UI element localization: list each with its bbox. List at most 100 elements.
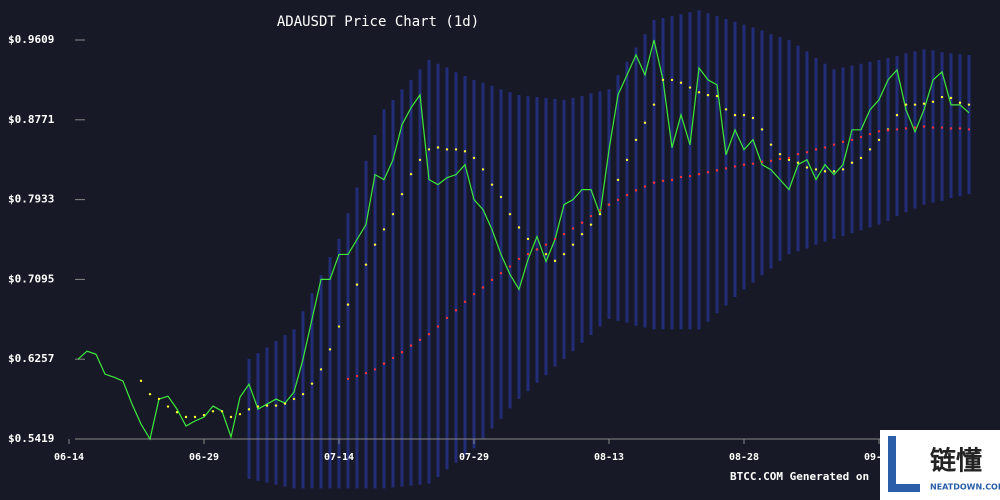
ma-dot <box>895 128 899 131</box>
ma-dot <box>445 316 449 320</box>
ma-dot <box>427 148 431 151</box>
ma-dot <box>499 195 503 199</box>
ma-dot <box>139 379 143 383</box>
ma-dot <box>346 303 350 306</box>
ma-dot <box>463 150 467 153</box>
ma-dot <box>382 228 386 231</box>
x-tick-label: 08-13 <box>594 452 624 463</box>
ma-dot <box>355 283 359 286</box>
y-tick-label: $0.8771 <box>8 113 55 126</box>
ma-dot <box>427 332 431 336</box>
ma-dot <box>256 405 260 408</box>
ma-dot <box>508 265 512 268</box>
chart-title: ADAUSDT Price Chart (1d) <box>277 14 479 30</box>
ma-dot <box>580 221 584 224</box>
ma-dot <box>877 138 881 142</box>
watermark-subtext: NEATDOWN.COM <box>930 483 1000 492</box>
ma-dot <box>247 408 251 411</box>
ma-dot <box>913 126 917 129</box>
ma-dot <box>571 227 575 230</box>
ma-dot <box>625 158 629 162</box>
ma-dot <box>796 161 800 164</box>
ma-dot <box>346 377 350 381</box>
ma-dot <box>607 203 611 206</box>
ma-dot <box>508 212 512 216</box>
price-line <box>77 39 970 441</box>
ma-dot <box>841 140 845 143</box>
ma-dot <box>958 101 962 104</box>
ma-dot <box>409 344 413 347</box>
ma-dot <box>436 325 440 328</box>
ma-dot <box>454 148 458 151</box>
ma-dot <box>598 212 602 216</box>
ma-dot <box>211 410 215 413</box>
ma-dot <box>625 193 629 197</box>
ma-dot <box>166 405 170 408</box>
ma-dot <box>292 397 296 401</box>
ma-dot <box>715 94 719 98</box>
ma-dot <box>661 179 665 183</box>
band-layer <box>247 10 971 489</box>
ma-dot <box>562 232 566 236</box>
ma-dot <box>949 127 953 130</box>
ma-dot <box>922 125 926 128</box>
ma-dot <box>796 152 800 156</box>
ma-dot <box>670 178 674 182</box>
ma-dot <box>706 93 710 97</box>
ma-dot <box>823 146 827 149</box>
ma-dot <box>445 148 449 151</box>
ma-dot <box>319 368 323 371</box>
ma-dot <box>679 175 683 179</box>
ma-dot <box>733 165 737 168</box>
ma-dot <box>589 223 593 226</box>
ma-dot <box>652 181 656 184</box>
ma-dot <box>616 198 620 202</box>
ma-dot <box>751 116 755 120</box>
ma-dot <box>832 143 836 146</box>
ma-dot <box>571 243 575 246</box>
ma-dot <box>931 126 935 129</box>
ma-dot <box>157 397 161 401</box>
ma-dot <box>400 351 404 354</box>
ma-dot <box>193 415 197 419</box>
ma-dot <box>814 148 818 151</box>
ma-dot <box>148 392 152 396</box>
y-tick-label: $0.9609 <box>8 33 54 46</box>
ma-dot <box>661 78 665 82</box>
ma-dot <box>490 278 494 282</box>
ma-dot <box>850 161 854 164</box>
ma-dot <box>283 402 287 405</box>
ma-dot <box>418 158 422 162</box>
ma-dot <box>787 158 791 162</box>
x-tick-label: 08-28 <box>729 452 759 463</box>
ma-dot <box>373 368 377 371</box>
ma-dot <box>472 292 476 296</box>
ma-dot <box>220 410 224 413</box>
ma-dot <box>958 127 962 130</box>
ma-dot <box>859 135 863 139</box>
ma-dot <box>967 128 971 131</box>
ma-dot <box>184 415 188 419</box>
ma-dot <box>922 102 926 105</box>
y-tick-label: $0.5419 <box>8 432 54 445</box>
ma-dot <box>562 252 566 256</box>
ma-dot <box>373 243 377 246</box>
watermark: 链懂 NEATDOWN.COM <box>880 430 1000 500</box>
ma-dot <box>355 374 359 378</box>
ma-dot <box>238 412 242 416</box>
ma-dot <box>832 170 836 173</box>
x-tick-label: 06-14 <box>54 452 84 463</box>
ma-dot <box>499 272 503 275</box>
ma-dot <box>526 252 530 256</box>
ma-dot <box>904 103 908 106</box>
ma-dot <box>724 108 728 111</box>
ma-dot <box>805 166 809 169</box>
series-layer <box>77 39 971 441</box>
ma-dot <box>679 81 683 84</box>
ma-dot <box>742 113 746 117</box>
x-tick-label: 07-14 <box>324 452 354 463</box>
ma-dot <box>436 146 440 149</box>
ma-dot <box>598 209 602 212</box>
ma-dot <box>544 243 548 246</box>
ma-dot <box>634 189 638 192</box>
